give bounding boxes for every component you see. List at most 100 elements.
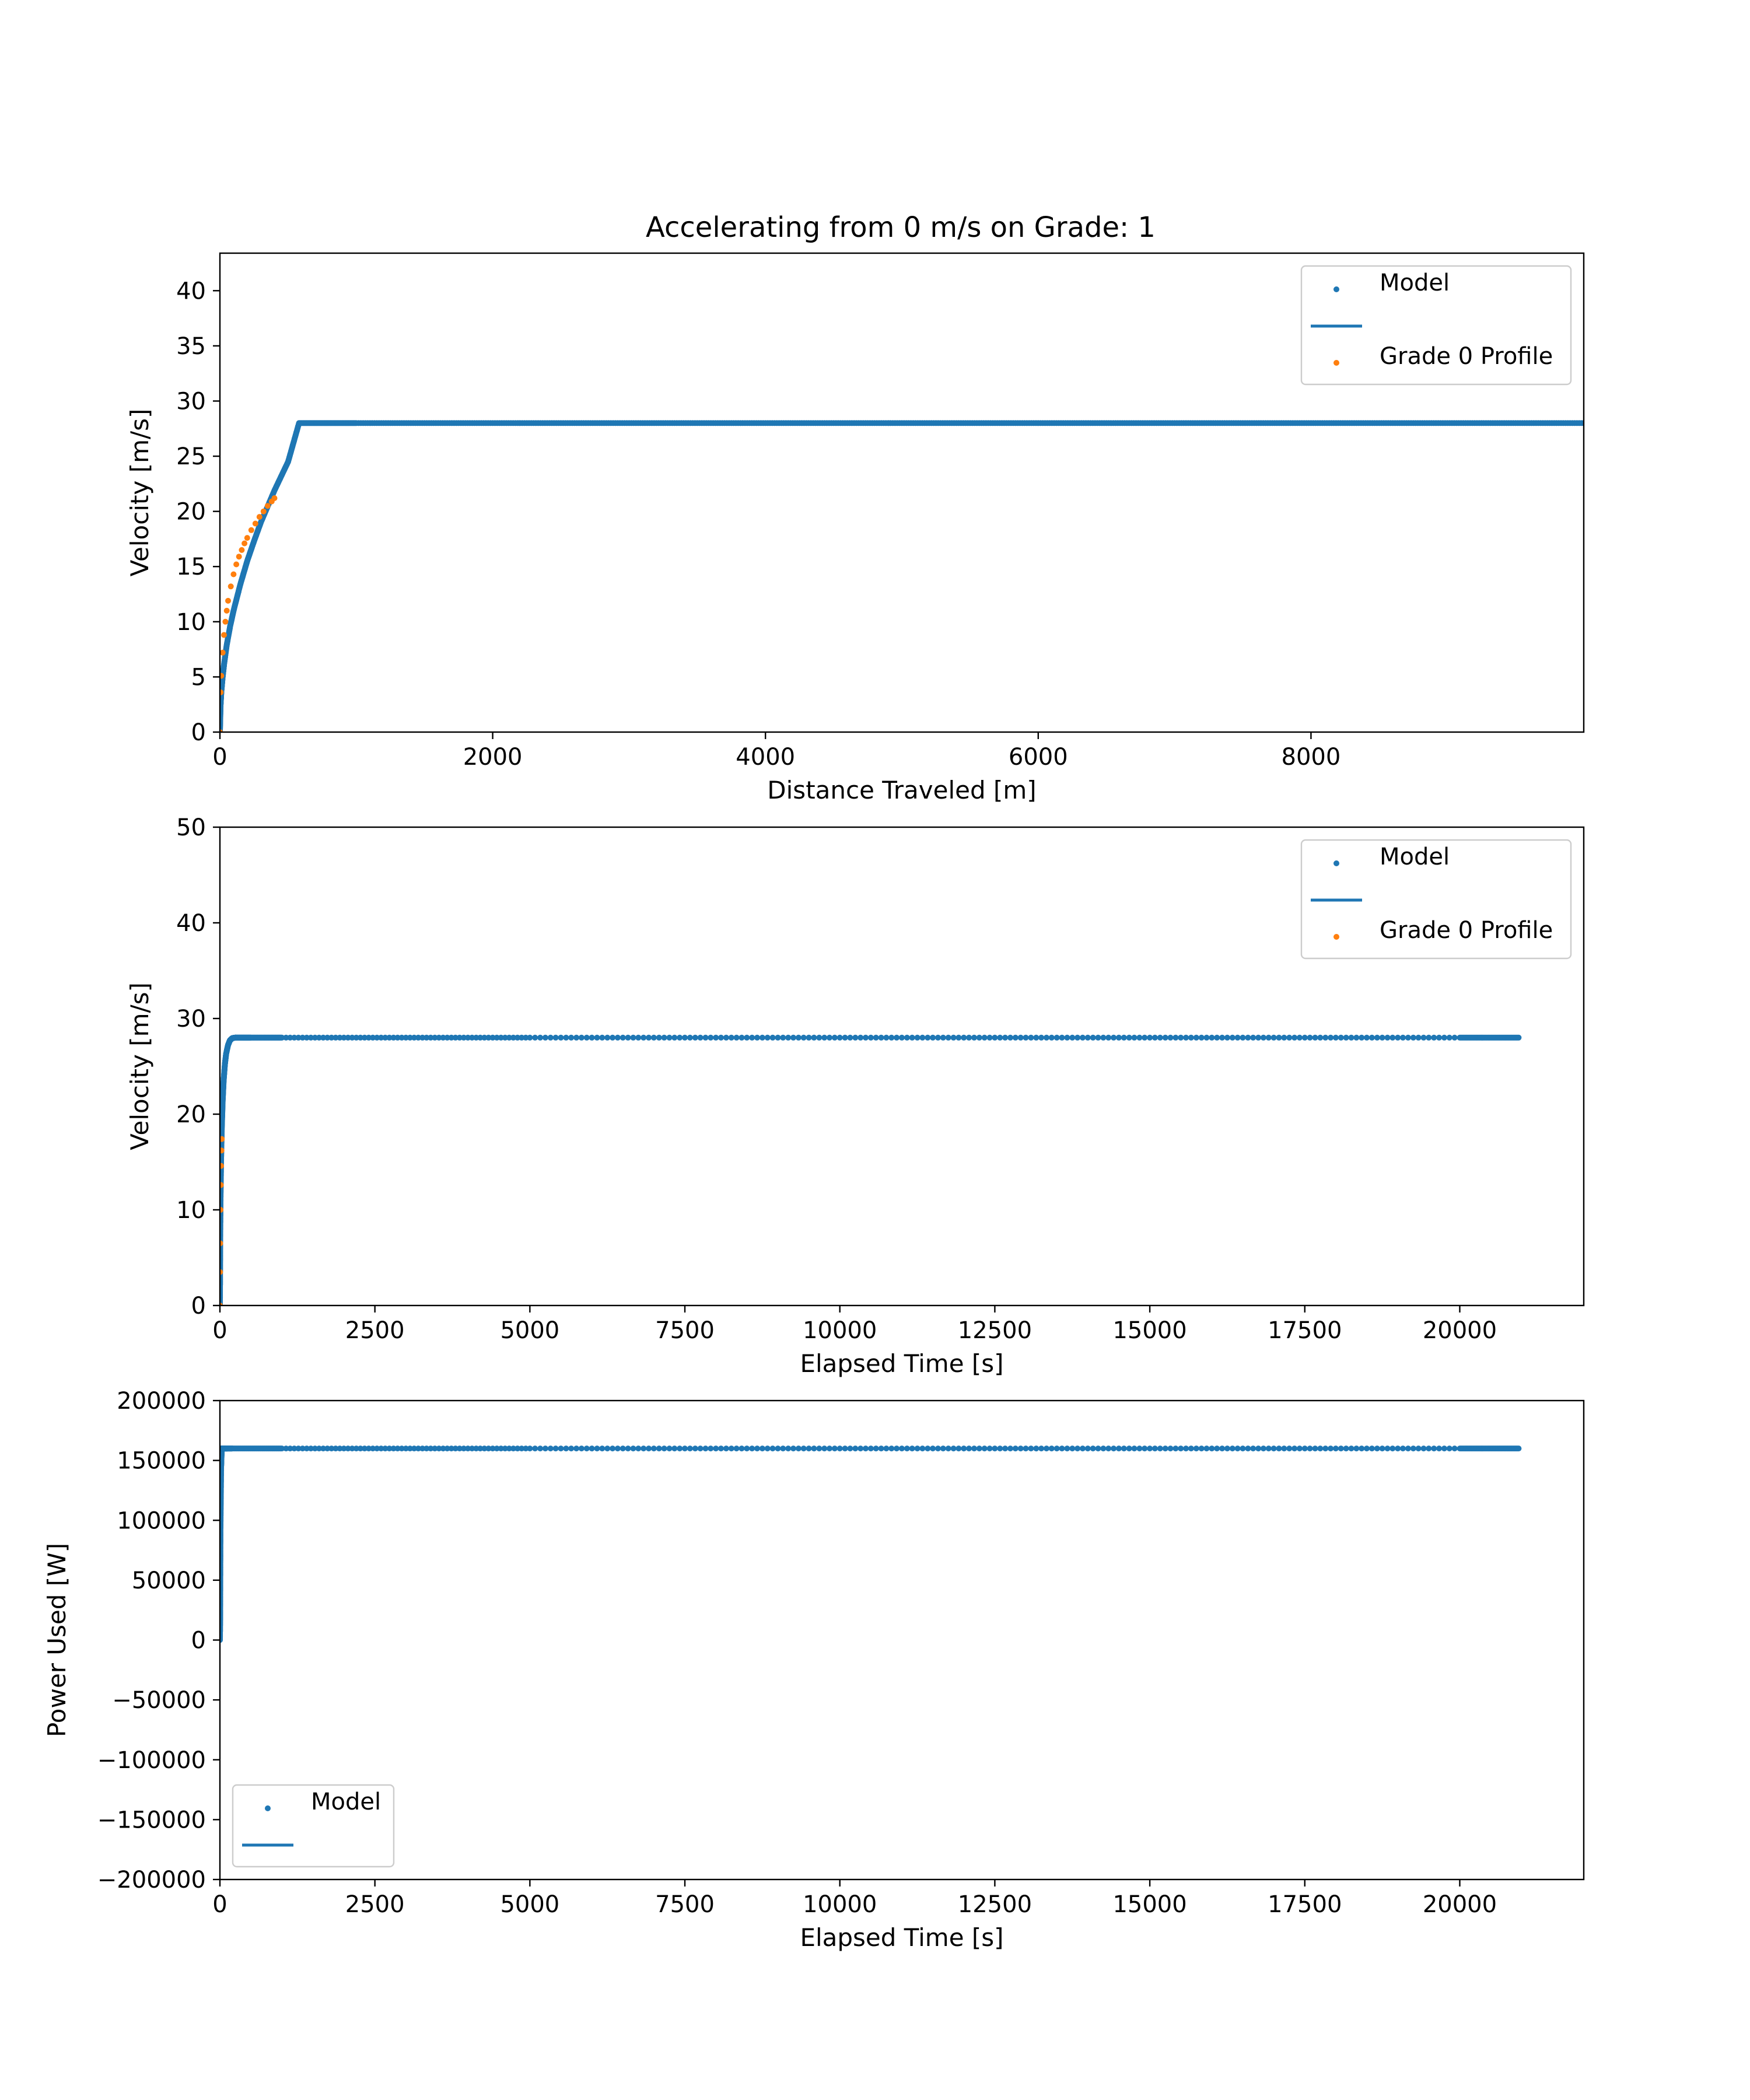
- data-point: [930, 1446, 936, 1452]
- data-point: [1131, 1034, 1138, 1041]
- data-point: [831, 1034, 838, 1041]
- data-point: [1332, 1446, 1339, 1452]
- data-point: [888, 1446, 895, 1452]
- data-point: [992, 1034, 998, 1041]
- data-point: [1172, 1034, 1179, 1041]
- data-point: [666, 1034, 673, 1041]
- data-point: [341, 1034, 347, 1041]
- x-tick-label: 6000: [1009, 744, 1068, 771]
- data-point: [1209, 1034, 1215, 1041]
- x-tick-label: 8000: [1282, 744, 1341, 771]
- data-point: [448, 1446, 454, 1452]
- data-point: [728, 1446, 734, 1452]
- y-tick-label: 35: [176, 333, 206, 360]
- data-point: [578, 1446, 584, 1452]
- data-point: [1301, 1034, 1308, 1041]
- data-point: [558, 1034, 564, 1041]
- data-point: [842, 1446, 848, 1452]
- data-point: [754, 1034, 760, 1041]
- data-point: [863, 1446, 869, 1452]
- data-point: [971, 1034, 977, 1041]
- x-tick-label: 4000: [736, 744, 795, 771]
- data-point: [1033, 1446, 1040, 1452]
- y-axis-label: Power Used [W]: [43, 1543, 71, 1737]
- data-point: [1105, 1446, 1112, 1452]
- x-tick-label: 2000: [463, 744, 523, 771]
- data-point: [1374, 1034, 1380, 1041]
- data-point: [1317, 1446, 1324, 1452]
- data-point: [1328, 1446, 1334, 1452]
- data-point: [1074, 1034, 1081, 1041]
- data-point: [477, 1446, 484, 1452]
- data-point: [702, 1034, 709, 1041]
- data-point: [299, 1034, 306, 1041]
- data-point: [1390, 1446, 1396, 1452]
- data-point: [1084, 1034, 1091, 1041]
- data-point: [1178, 1446, 1184, 1452]
- data-point: [239, 547, 245, 553]
- data-point: [692, 1446, 698, 1452]
- data-point: [966, 1034, 972, 1041]
- legend-label: Grade 0 Profile: [1380, 917, 1553, 944]
- data-point: [733, 1446, 740, 1452]
- data-point: [494, 1446, 500, 1452]
- data-point: [1260, 1034, 1266, 1041]
- data-point: [1054, 1446, 1060, 1452]
- data-point: [671, 1034, 678, 1041]
- data-point: [1379, 1034, 1385, 1041]
- data-point: [604, 1446, 611, 1452]
- data-point: [220, 673, 225, 679]
- data-point: [411, 1034, 417, 1041]
- data-point: [428, 1034, 434, 1041]
- data-point: [986, 1446, 993, 1452]
- y-tick-label: 200000: [117, 1388, 206, 1415]
- data-point: [357, 1034, 363, 1041]
- data-point: [324, 1034, 331, 1041]
- data-point: [1415, 1446, 1422, 1452]
- y-tick-label: 150000: [117, 1448, 206, 1475]
- data-point: [402, 1446, 409, 1452]
- data-point: [1080, 1034, 1086, 1041]
- data-point: [252, 520, 258, 527]
- x-tick-label: 0: [212, 1891, 227, 1918]
- y-axis-label: Velocity [m/s]: [125, 982, 154, 1150]
- data-point: [510, 1034, 516, 1041]
- data-point: [738, 1446, 745, 1452]
- data-point: [1338, 1446, 1344, 1452]
- data-point: [950, 1446, 957, 1452]
- data-point: [847, 1034, 853, 1041]
- data-point: [599, 1034, 606, 1041]
- data-point: [806, 1034, 812, 1041]
- data-point: [1265, 1446, 1272, 1452]
- data-point: [1121, 1034, 1127, 1041]
- data-point: [452, 1446, 459, 1452]
- data-point: [337, 1446, 343, 1452]
- data-point: [956, 1446, 962, 1452]
- data-point: [1405, 1446, 1411, 1452]
- data-point: [419, 1446, 426, 1452]
- legend-marker: [1334, 360, 1339, 366]
- data-point: [625, 1034, 631, 1041]
- data-point: [519, 1446, 525, 1452]
- data-point: [1095, 1034, 1101, 1041]
- data-point: [1328, 1034, 1334, 1041]
- legend-marker: [1334, 860, 1339, 866]
- data-point: [904, 1446, 910, 1452]
- data-point: [1012, 1034, 1019, 1041]
- data-point: [795, 1034, 802, 1041]
- data-point: [656, 1446, 662, 1452]
- data-point: [1012, 1446, 1019, 1452]
- data-point: [589, 1034, 595, 1041]
- data-point: [800, 1446, 807, 1452]
- y-tick-label: 50: [176, 814, 206, 841]
- data-point: [568, 1446, 575, 1452]
- data-point: [440, 1034, 446, 1041]
- data-point: [220, 1163, 225, 1169]
- x-tick-label: 5000: [500, 1891, 559, 1918]
- x-tick-label: 17500: [1268, 1891, 1342, 1918]
- data-point: [415, 1446, 422, 1452]
- data-point: [769, 1034, 776, 1041]
- data-point: [1451, 1446, 1458, 1452]
- data-point: [997, 1446, 1003, 1452]
